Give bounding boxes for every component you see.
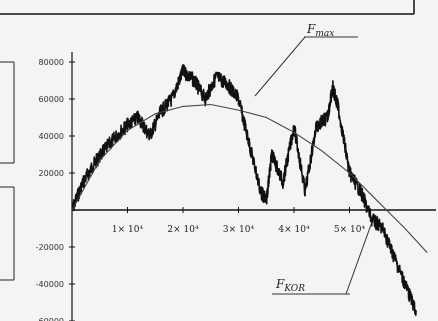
axes [71,52,436,321]
series-line-noisy [71,63,417,316]
annotation-leader [254,36,306,97]
left-frame [0,61,15,281]
x-axis-ticks: 1× 10⁴ 2× 10⁴ 3× 10⁴ 4× 10⁴ 5× 10⁴ [112,207,366,235]
y-tick-label: -20000 [36,243,64,252]
x-tick-label: 3× 10⁴ [223,225,255,235]
annotation-subscript: max [315,29,334,39]
y-tick-label: 20000 [39,169,64,178]
y-tick-label: 60000 [39,95,64,104]
y-tick-label: -60000 [36,317,64,321]
series-layer [71,63,428,316]
y-tick-label: 80000 [39,58,64,67]
series-line-smooth [71,103,428,253]
y-tick-label: 40000 [39,132,64,141]
header-box [0,0,415,15]
x-tick-label: 5× 10⁴ [334,225,366,235]
annotation-leader [345,221,373,295]
x-tick-label: 2× 10⁴ [167,225,199,235]
x-tick-label: 1× 10⁴ [112,225,144,235]
y-tick-label: -40000 [36,280,64,289]
x-tick-label: 4× 10⁴ [278,225,310,235]
annotation-subscript: KOR [283,284,305,294]
y-axis-ticks: 80000 60000 40000 20000 -20000 -40000 -60000 [36,58,75,321]
